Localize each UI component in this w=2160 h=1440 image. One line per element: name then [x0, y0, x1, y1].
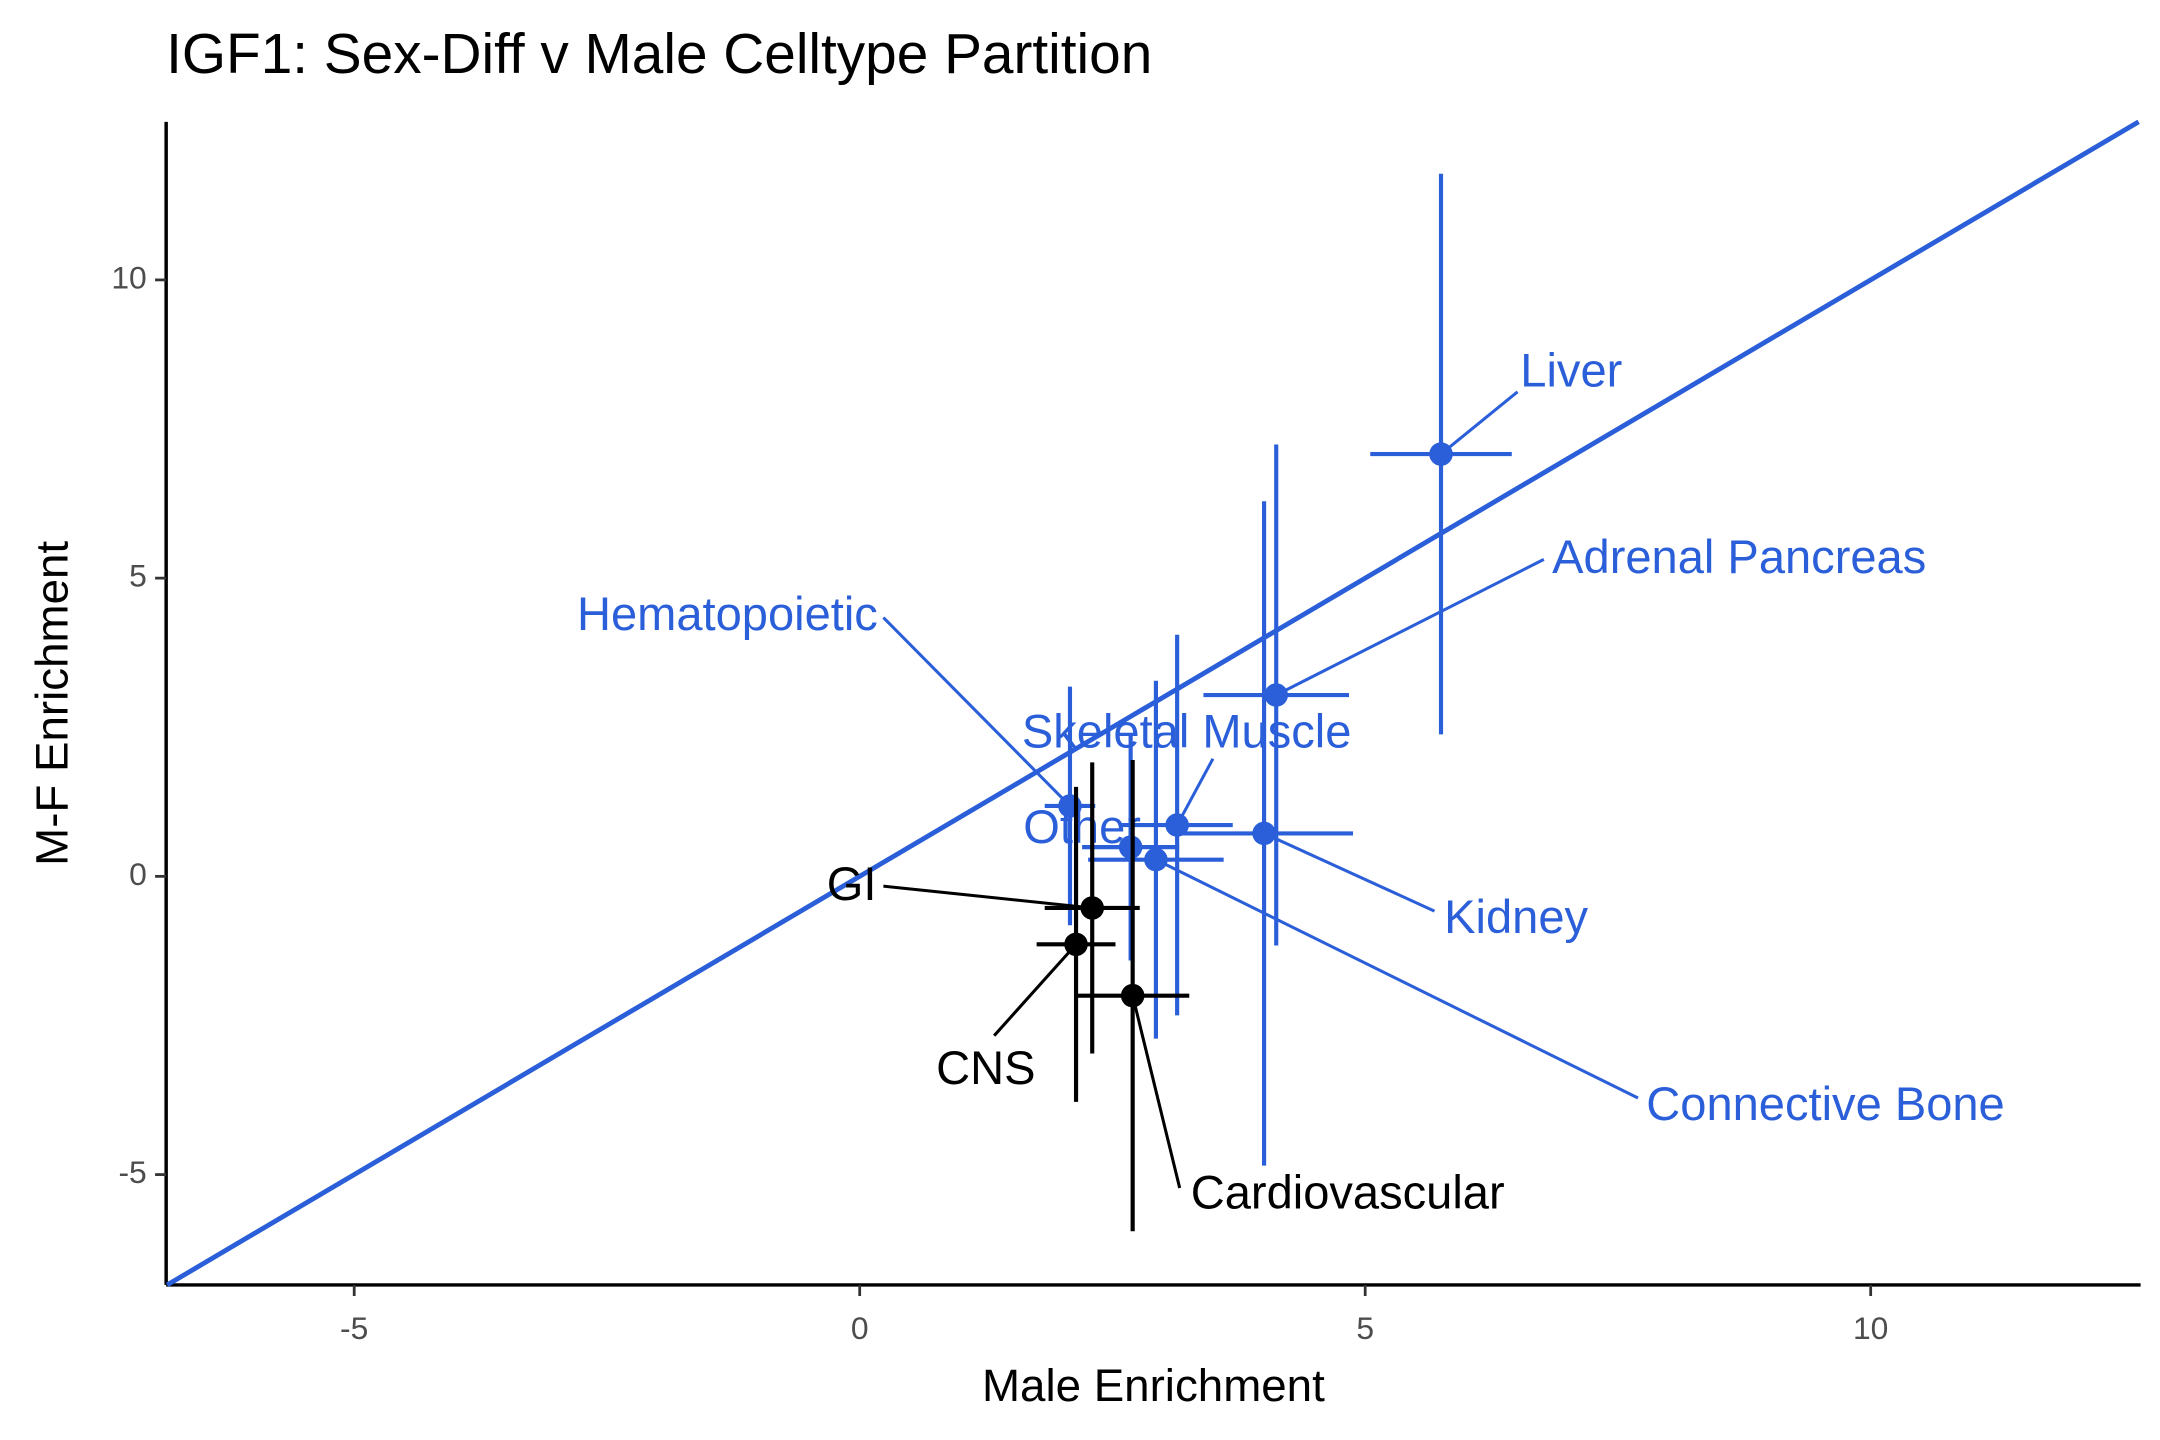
y-tick-label: 0	[129, 856, 147, 892]
point-label: Other	[1023, 800, 1141, 853]
chart-title: IGF1: Sex-Diff v Male Celltype Partition	[166, 23, 1152, 86]
label-leader	[1440, 390, 1519, 456]
x-tick-label: -5	[340, 1310, 368, 1346]
x-tick-label: 0	[851, 1310, 869, 1346]
y-tick-label: 5	[129, 558, 147, 594]
point	[1080, 896, 1104, 920]
point-label: Connective Bone	[1646, 1077, 2004, 1130]
y-axis-title: M-F Enrichment	[26, 541, 77, 866]
point	[1429, 442, 1453, 466]
label-leader	[883, 884, 1093, 910]
reference-line	[165, 119, 2140, 1288]
label-leader	[1155, 858, 1639, 1100]
point-label: Adrenal Pancreas	[1552, 530, 1926, 583]
point	[1058, 794, 1082, 818]
point	[1144, 847, 1168, 872]
point-label: CNS	[936, 1041, 1035, 1094]
point	[1064, 932, 1088, 957]
point-label: Liver	[1520, 343, 1622, 396]
point	[1120, 983, 1145, 1008]
point-label: GI	[827, 857, 877, 910]
y-tick-label: -5	[118, 1154, 146, 1190]
point	[1165, 813, 1189, 837]
label-leader	[1131, 995, 1182, 1189]
label-leader	[1263, 832, 1436, 913]
label-leader	[882, 616, 1072, 808]
point-label: Hematopoietic	[577, 587, 878, 640]
point	[1252, 821, 1276, 846]
point-label: Skeletal Muscle	[1022, 705, 1352, 758]
x-axis-title: Male Enrichment	[982, 1360, 1325, 1411]
label-leader	[1275, 558, 1545, 697]
point-label: Kidney	[1444, 890, 1588, 943]
x-tick-label: 5	[1356, 1310, 1374, 1346]
label-leader	[1175, 758, 1215, 826]
y-tick-label: 10	[111, 259, 146, 295]
point-label: Cardiovascular	[1191, 1166, 1505, 1219]
point	[1264, 683, 1288, 707]
label-leader	[993, 943, 1078, 1037]
x-tick-label: 10	[1853, 1310, 1888, 1346]
